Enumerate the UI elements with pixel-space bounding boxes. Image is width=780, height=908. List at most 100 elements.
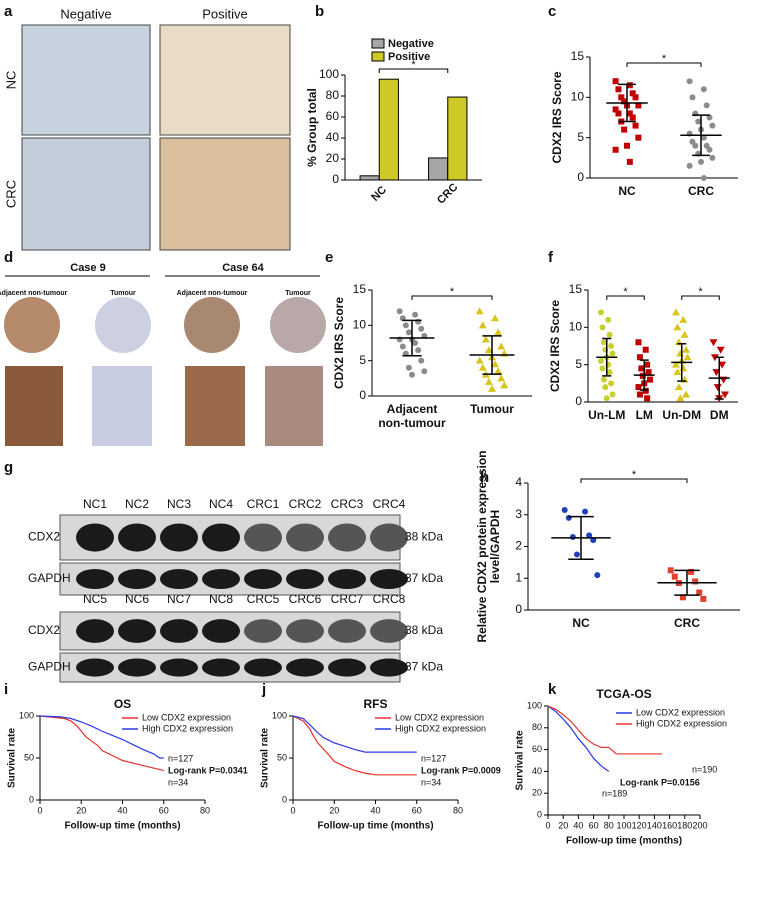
- column-label: Tumour: [285, 290, 311, 297]
- data-point: [632, 122, 639, 129]
- y-tick-label: 15: [571, 49, 585, 63]
- lane-label: NC6: [125, 592, 149, 606]
- significance-label: *: [662, 53, 667, 65]
- y-tick-label: 0: [577, 170, 584, 184]
- x-tick-label: 60: [159, 805, 169, 815]
- significance-label: *: [450, 286, 455, 298]
- data-point: [569, 533, 576, 540]
- panel-label: f: [548, 249, 554, 266]
- panel-label: k: [548, 681, 557, 698]
- significance-bracket: [626, 62, 702, 67]
- survival-curve: [547, 705, 662, 755]
- data-point: [612, 78, 619, 85]
- x-tick-label: 60: [589, 820, 599, 830]
- data-point: [624, 142, 630, 149]
- y-tick-label: 1: [515, 570, 522, 584]
- y-tick-label: 5: [577, 130, 584, 144]
- data-point: [700, 175, 707, 181]
- survival-curve: [292, 715, 417, 776]
- lane-label: CRC4: [373, 497, 406, 511]
- data-point: [409, 371, 415, 378]
- y-axis-title: Relative CDX2 protein expression: [475, 450, 489, 642]
- y-tick-label: 20: [532, 788, 542, 798]
- data-point: [635, 134, 642, 141]
- y-tick-label: 40: [326, 130, 340, 144]
- data-point: [573, 551, 580, 558]
- data-point: [671, 308, 680, 316]
- data-point: [612, 146, 619, 153]
- data-point: [709, 339, 718, 347]
- data-point: [679, 364, 688, 372]
- data-point: [632, 94, 639, 101]
- data-point: [484, 346, 493, 354]
- micrographs: [4, 24, 326, 446]
- blot-band: [202, 523, 240, 552]
- sd-whisker: [692, 114, 710, 157]
- x-tick-label: DM: [710, 408, 729, 422]
- y-axis-title: CDX2 IRS Score: [548, 300, 562, 392]
- legend-label: Negative: [388, 38, 434, 50]
- blot-band: [118, 658, 156, 677]
- ihc-image: [159, 24, 291, 136]
- data-point: [688, 568, 695, 575]
- x-tick-label: NC: [369, 184, 389, 204]
- significance-bracket: [580, 478, 688, 483]
- blot-band: [286, 569, 324, 589]
- data-point: [692, 578, 699, 585]
- annotation: Log-rank P=0.0156: [620, 777, 700, 787]
- ihc-image: [5, 366, 63, 446]
- annotation: Log-rank P=0.0341: [168, 765, 248, 775]
- significance-bracket: [681, 295, 720, 300]
- data-point: [399, 343, 406, 350]
- data-point: [636, 391, 643, 398]
- y-tick-label: 80: [532, 722, 542, 732]
- band-size: 37 kDa: [405, 571, 443, 585]
- significance-label: *: [632, 469, 637, 481]
- chart-title: RFS: [364, 697, 388, 711]
- blot-band: [202, 569, 240, 589]
- panel-label: g: [4, 459, 13, 476]
- data-point: [586, 532, 593, 539]
- data-point: [597, 309, 604, 316]
- y-tick-label: 10: [353, 318, 367, 332]
- lane-label: CRC6: [289, 592, 322, 606]
- x-tick-label: 200: [692, 820, 707, 830]
- tma-core: [270, 297, 326, 353]
- legend-label: Low CDX2 expression: [636, 707, 725, 717]
- blot-band: [160, 523, 198, 552]
- bar: [359, 175, 380, 181]
- panel-label: a: [4, 3, 13, 20]
- blot-band: [370, 658, 408, 677]
- data-point: [635, 384, 642, 391]
- y-tick-label: 5: [575, 357, 582, 371]
- blot-band: [76, 619, 114, 643]
- x-tick-label: 160: [662, 820, 677, 830]
- blot-band: [286, 619, 324, 643]
- lane-label: NC8: [209, 592, 233, 606]
- data-point: [626, 82, 633, 89]
- x-tick-label: 40: [573, 820, 583, 830]
- lane-label: CRC8: [373, 592, 406, 606]
- blot-band: [118, 619, 156, 643]
- bar: [378, 78, 399, 181]
- sd-whisker: [639, 359, 649, 391]
- significance-bracket: [606, 295, 645, 300]
- data-point: [629, 114, 636, 121]
- y-tick-label: 50: [24, 752, 34, 762]
- data-point: [494, 328, 503, 336]
- y-tick-label: 100: [319, 67, 339, 81]
- band-size: 37 kDa: [405, 660, 443, 674]
- x-tick-label: 40: [370, 805, 380, 815]
- x-tick-label: 140: [647, 820, 662, 830]
- data-point: [703, 102, 710, 109]
- blot-band: [328, 569, 366, 589]
- data-point: [602, 384, 609, 391]
- data-point: [609, 391, 616, 398]
- data-point: [597, 357, 604, 364]
- sd-whisker: [714, 356, 724, 400]
- data-point: [644, 395, 651, 402]
- data-point: [582, 508, 589, 515]
- column-label: Tumour: [110, 290, 136, 297]
- blot-band: [160, 658, 198, 677]
- data-point: [638, 365, 645, 372]
